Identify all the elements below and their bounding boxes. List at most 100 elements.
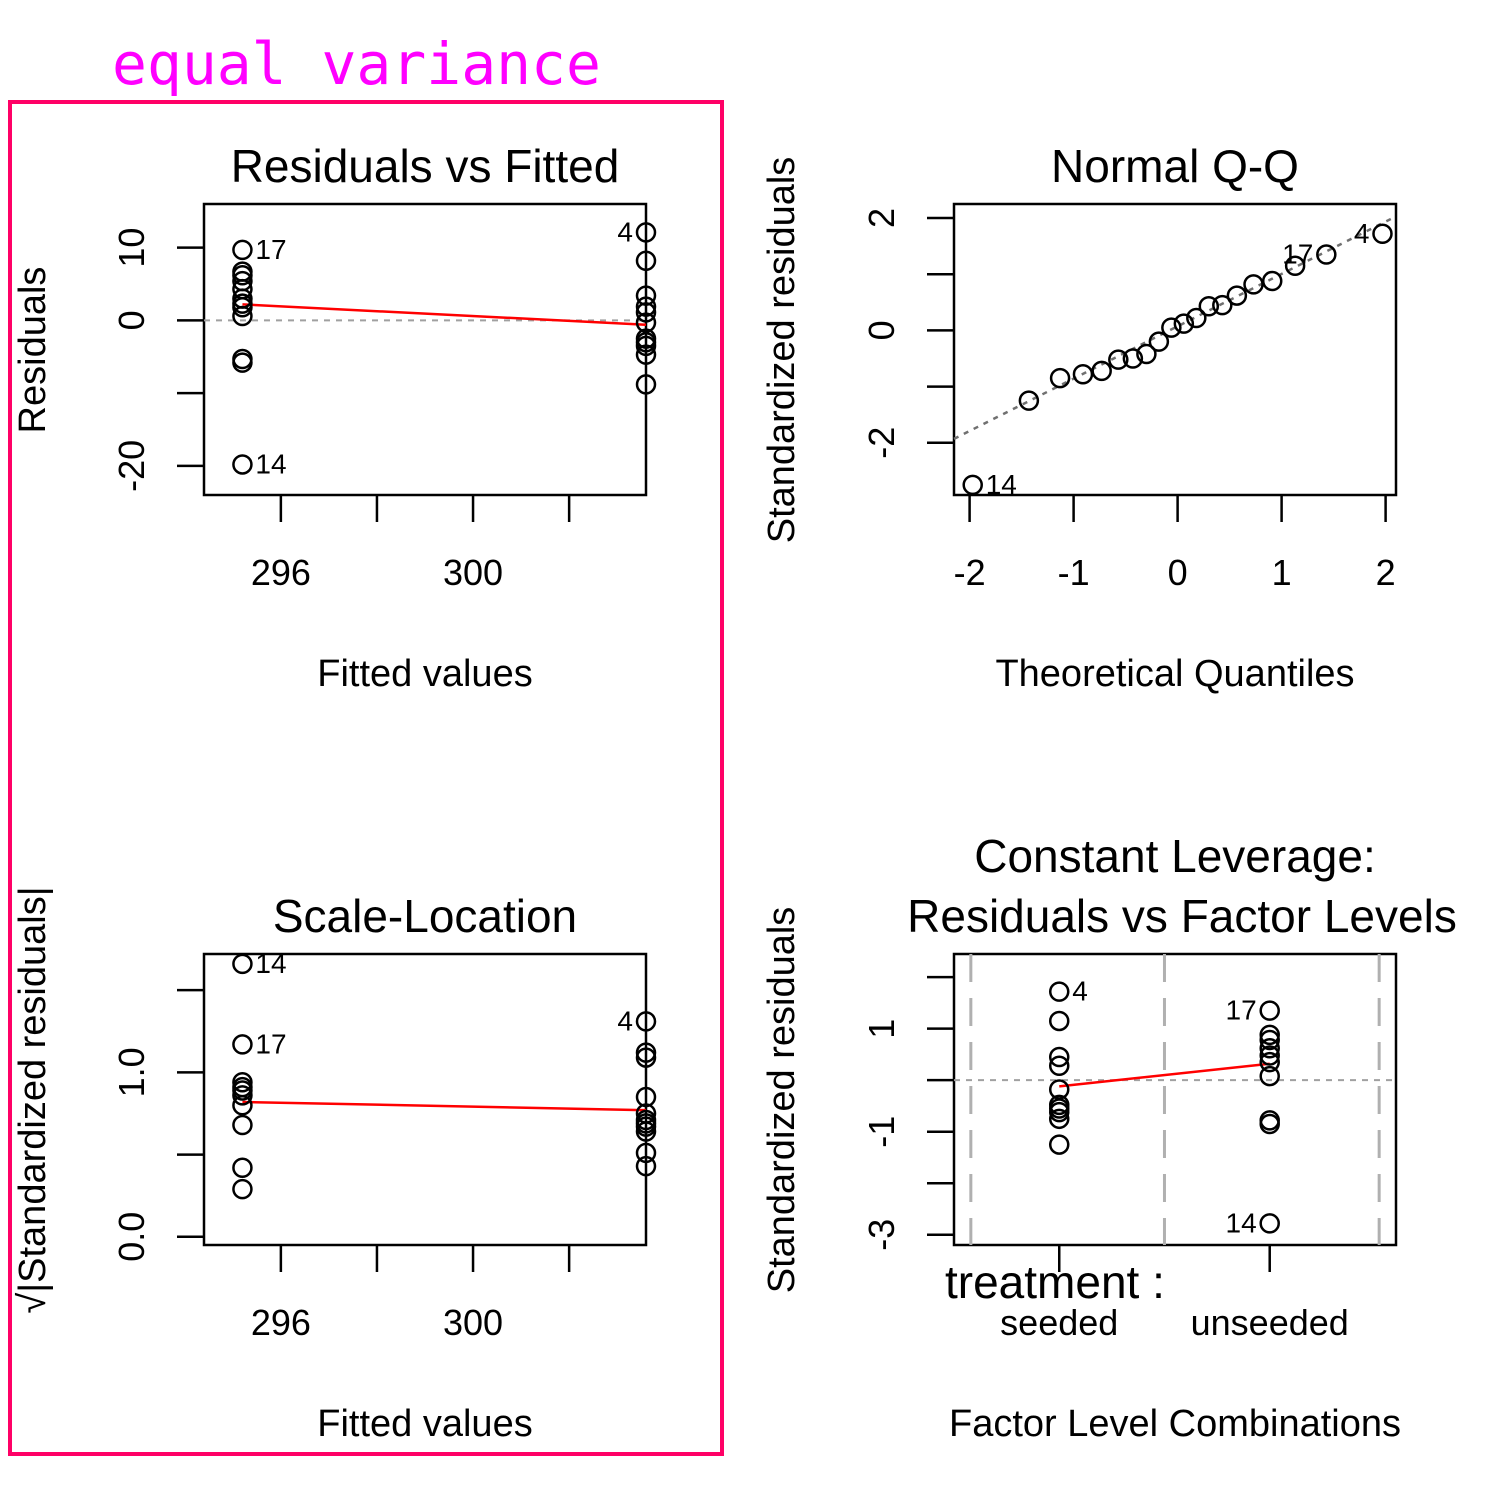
lev-point bbox=[1048, 1010, 1070, 1032]
qq-point bbox=[1018, 390, 1040, 411]
sl-point bbox=[232, 1114, 253, 1136]
rvf-point bbox=[635, 250, 657, 271]
lev-point bbox=[1048, 981, 1070, 1002]
lev-point bbox=[1259, 1029, 1280, 1051]
residuals-vs-fitted-xlabel: Fitted values bbox=[317, 653, 532, 695]
lev-point bbox=[1259, 1045, 1280, 1066]
qq-point bbox=[1198, 295, 1220, 317]
qq-point bbox=[1091, 360, 1112, 382]
lev-ytick-label: 1 bbox=[861, 1019, 902, 1039]
scale-location-xlabel: Fitted values bbox=[317, 1403, 532, 1445]
rvf-ytick-label: 0 bbox=[111, 310, 152, 330]
lev-xtick-label: seeded bbox=[1000, 1302, 1118, 1343]
rvf-point-label: 4 bbox=[617, 216, 633, 247]
residuals-vs-fitted-y-axis: -20 0 10 bbox=[111, 228, 204, 492]
sl-point bbox=[232, 1080, 253, 1101]
normal-qq-point-labels: 14 17 4 bbox=[986, 218, 1370, 500]
sl-xtick-label: 296 bbox=[251, 1302, 311, 1343]
sl-point bbox=[232, 1034, 253, 1055]
lev-xtick-label: unseeded bbox=[1191, 1302, 1349, 1343]
rvf-point bbox=[232, 352, 253, 373]
equal-variance-annotation: equal variance bbox=[112, 30, 601, 98]
lev-point bbox=[1048, 1108, 1070, 1130]
sl-point bbox=[635, 1155, 657, 1177]
normal-qq-y-axis: -2 0 2 bbox=[861, 208, 954, 459]
qq-ytick-label: 0 bbox=[861, 320, 902, 340]
constant-leverage-ylabel: Standardized residuals bbox=[761, 907, 803, 1294]
sl-point bbox=[635, 1086, 657, 1108]
rvf-xtick-label: 300 bbox=[443, 552, 503, 593]
rvf-ytick-label: -20 bbox=[111, 440, 152, 492]
sl-point bbox=[635, 1113, 657, 1134]
qq-xtick-label: -2 bbox=[954, 552, 986, 593]
scale-location-panel: Scale-Location Fitted values √|Standardi… bbox=[12, 886, 657, 1445]
residuals-vs-fitted-point-labels: 17 14 4 bbox=[255, 216, 633, 479]
constant-leverage-plot-box bbox=[952, 952, 1398, 1247]
scale-location-point-labels: 14 17 4 bbox=[255, 948, 633, 1060]
scale-location-x-axis: 296 300 bbox=[251, 1245, 571, 1343]
sl-point bbox=[635, 1121, 657, 1142]
scale-location-title: Scale-Location bbox=[273, 890, 577, 942]
normal-qq-points bbox=[962, 223, 1393, 496]
sl-point bbox=[635, 1047, 657, 1068]
rvf-point bbox=[635, 335, 657, 357]
qq-point bbox=[1316, 244, 1337, 265]
residuals-vs-fitted-points bbox=[232, 222, 657, 475]
qq-point bbox=[962, 474, 983, 496]
sl-point-label: 4 bbox=[617, 1005, 633, 1036]
rvf-point bbox=[232, 239, 253, 261]
scale-location-plot-box bbox=[202, 952, 648, 1247]
qq-point bbox=[1372, 223, 1393, 245]
qq-point bbox=[1049, 367, 1071, 389]
lev-point bbox=[1048, 1134, 1070, 1155]
constant-leverage-title: Constant Leverage: bbox=[974, 830, 1376, 882]
constant-leverage-subtitle: Residuals vs Factor Levels bbox=[907, 890, 1457, 942]
qq-point-label: 14 bbox=[986, 469, 1017, 500]
qq-xtick-label: 1 bbox=[1272, 552, 1292, 593]
qq-point bbox=[1226, 285, 1248, 306]
sl-xtick-label: 300 bbox=[443, 1302, 503, 1343]
qq-point bbox=[1072, 363, 1094, 385]
lev-ytick-label: -3 bbox=[861, 1219, 902, 1251]
scale-location-y-axis: 0.0 1.0 bbox=[111, 988, 204, 1262]
rvf-point bbox=[635, 296, 657, 317]
sl-point bbox=[232, 1085, 253, 1106]
qq-point bbox=[1136, 343, 1157, 365]
qq-point-label: 4 bbox=[1354, 218, 1370, 249]
lev-point-label: 4 bbox=[1072, 976, 1088, 1007]
normal-qq-ylabel: Standardized residuals bbox=[761, 157, 803, 544]
qq-point bbox=[1161, 317, 1182, 338]
constant-leverage-xlabel: Factor Level Combinations bbox=[949, 1403, 1401, 1445]
sl-point-label: 14 bbox=[255, 948, 286, 979]
sl-point bbox=[232, 953, 253, 975]
rvf-point bbox=[635, 285, 657, 306]
residuals-vs-fitted-panel: Residuals vs Fitted Fitted values Residu… bbox=[12, 140, 657, 695]
constant-leverage-panel: Constant Leverage: Residuals vs Factor L… bbox=[761, 830, 1457, 1445]
sl-point-label: 17 bbox=[255, 1028, 286, 1059]
normal-qq-title: Normal Q-Q bbox=[1051, 140, 1299, 192]
rvf-point bbox=[232, 454, 253, 475]
rvf-point-label: 17 bbox=[255, 234, 286, 265]
residuals-vs-fitted-ylabel: Residuals bbox=[12, 267, 54, 434]
rvf-point bbox=[635, 344, 657, 365]
qq-point-label: 17 bbox=[1282, 239, 1313, 270]
lev-point-label: 14 bbox=[1226, 1207, 1257, 1238]
qq-xtick-label: 0 bbox=[1168, 552, 1188, 593]
sl-ytick-label: 1.0 bbox=[111, 1047, 152, 1097]
sl-point bbox=[635, 1011, 657, 1032]
scale-location-points bbox=[232, 953, 657, 1200]
qq-point bbox=[1108, 349, 1129, 370]
qq-point bbox=[1186, 307, 1207, 329]
qq-point bbox=[1148, 331, 1170, 352]
rvf-point bbox=[232, 305, 253, 327]
qq-point bbox=[1261, 270, 1283, 292]
lev-point bbox=[1259, 1038, 1280, 1059]
qq-point bbox=[1173, 313, 1195, 334]
rvf-point-label: 14 bbox=[255, 448, 286, 479]
scale-location-ylabel: √|Standardized residuals| bbox=[12, 886, 54, 1313]
qq-point bbox=[1122, 348, 1144, 369]
sl-smoother-line bbox=[242, 1100, 647, 1112]
rvf-xtick-label: 296 bbox=[251, 552, 311, 593]
lev-point bbox=[1048, 1055, 1070, 1077]
